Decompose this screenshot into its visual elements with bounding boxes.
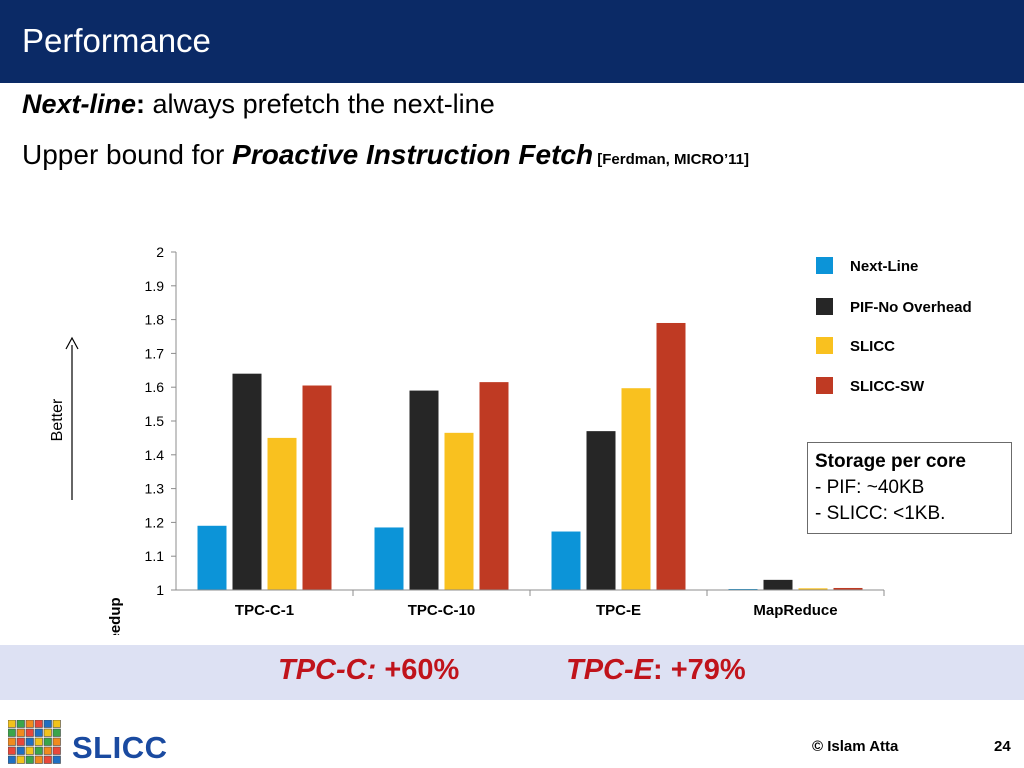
logo-cell [43, 720, 52, 728]
logo-cell [8, 746, 16, 755]
legend-label-1: PIF-No Overhead [850, 299, 972, 316]
logo-cell [8, 755, 16, 764]
next-line-emphasis: Next-line [22, 89, 137, 119]
legend-swatch-3 [816, 377, 833, 394]
bar-2-2 [621, 388, 651, 590]
y-tick-label: 1.8 [145, 312, 165, 328]
tpcc-result: TPC-C: +60% [278, 654, 459, 687]
logo-cell [8, 720, 16, 728]
tpce-result: TPC-E: +79% [566, 654, 746, 687]
tpce-value: : +79% [653, 654, 746, 686]
bar-2-3 [798, 588, 828, 590]
logo-cell [52, 728, 61, 737]
speedup-chart: 1 1.1 1.2 1.3 1.4 1.5 1.6 1.7 1.8 1.9 2 Speedup TPC-… [49, 244, 972, 635]
y-axis-label: Speedup [107, 597, 124, 635]
x-tick-label: TPC-E [596, 602, 641, 619]
logo-cell [34, 737, 43, 746]
subtitle-line-1: Next-line: always prefetch the next-line [22, 89, 495, 120]
logo-cell [34, 720, 43, 728]
logo-cell [43, 746, 52, 755]
x-tick-label: TPC-C-1 [235, 602, 294, 619]
logo-cell [52, 720, 61, 728]
logo-cell [52, 755, 61, 764]
x-tick-label: MapReduce [753, 602, 837, 619]
bar-3-1 [479, 382, 509, 590]
logo-cell [16, 720, 25, 728]
logo-cell [34, 755, 43, 764]
legend-label-3: SLICC-SW [850, 378, 925, 395]
logo-cell [16, 755, 25, 764]
citation: [Ferdman, MICRO’11] [593, 151, 749, 168]
legend-label-0: Next-Line [850, 258, 918, 275]
y-tick-label: 1.7 [145, 345, 165, 361]
storage-box: Storage per core - PIF: ~40KB - SLICC: <… [807, 442, 1012, 534]
logo-cell [34, 728, 43, 737]
bar-2-1 [444, 432, 474, 590]
bar-3-0 [302, 385, 332, 590]
bar-1-2 [586, 431, 616, 590]
line1-colon: : [136, 89, 146, 119]
x-tick-label: TPC-C-10 [408, 602, 476, 619]
y-tick-label: 1.5 [145, 413, 165, 429]
line2-prefix: Upper bound for [22, 139, 233, 170]
bar-1-0 [232, 373, 262, 590]
subtitle-line-2: Upper bound for Proactive Instruction Fe… [22, 139, 749, 171]
bar-1-1 [409, 390, 439, 590]
logo-cell [25, 728, 34, 737]
slicc-logo-icon [8, 720, 61, 764]
pif-emphasis: Proactive Instruction Fetch [232, 139, 594, 170]
bar-0-1 [374, 527, 404, 590]
y-tick-label: 1.3 [145, 481, 165, 497]
page-number: 24 [994, 738, 1011, 755]
y-tick-label: 1.6 [145, 379, 165, 395]
bar-0-0 [197, 525, 227, 590]
y-tick-label: 1 [156, 582, 164, 598]
logo-cell [8, 728, 16, 737]
y-tick-label: 1.1 [145, 548, 165, 564]
line1-rest: always prefetch the next-line [145, 89, 495, 119]
storage-line-slicc: - SLICC: <1KB. [815, 503, 946, 524]
y-tick-label: 1.4 [145, 447, 165, 463]
bar-1-3 [763, 579, 793, 590]
logo-cell [43, 728, 52, 737]
logo-cell [16, 746, 25, 755]
logo-text: SLICC [72, 730, 168, 765]
y-tick-label: 1.9 [145, 278, 165, 294]
tpcc-value: +60% [376, 654, 460, 686]
highlight-band: TPC-C: +60% TPC-E: +79% [0, 645, 1024, 700]
tpce-label: TPC-E [566, 654, 653, 686]
y-tick-label: 2 [156, 244, 164, 260]
copyright: © Islam Atta [812, 738, 899, 755]
logo-cell [52, 746, 61, 755]
footer: SLICC © Islam Atta 24 [0, 700, 1024, 768]
logo-cell [43, 737, 52, 746]
title-bar: Performance [0, 0, 1024, 83]
logo-cell [16, 737, 25, 746]
logo-cell [16, 728, 25, 737]
bar-0-2 [551, 531, 581, 590]
bar-2-0 [267, 437, 297, 590]
storage-line-pif: - PIF: ~40KB [815, 477, 925, 498]
bar-3-3 [833, 587, 863, 590]
y-tick-label: 1.2 [145, 514, 165, 530]
logo-cell [52, 737, 61, 746]
logo-cell [25, 720, 34, 728]
logo-cell [8, 737, 16, 746]
better-arrow-head [65, 336, 79, 350]
logo-cell [25, 737, 34, 746]
bar-3-2 [656, 322, 686, 590]
storage-heading: Storage per core [815, 451, 966, 472]
legend-swatch-2 [816, 337, 833, 354]
legend-swatch-0 [816, 257, 833, 274]
logo-cell [34, 746, 43, 755]
legend-label-2: SLICC [850, 338, 895, 355]
logo-cell [43, 755, 52, 764]
better-label: Better [49, 398, 66, 441]
tpcc-label: TPC-C: [278, 654, 377, 686]
page-title: Performance [22, 22, 211, 59]
legend-swatch-1 [816, 298, 833, 315]
logo-cell [25, 755, 34, 764]
logo-cell [25, 746, 34, 755]
